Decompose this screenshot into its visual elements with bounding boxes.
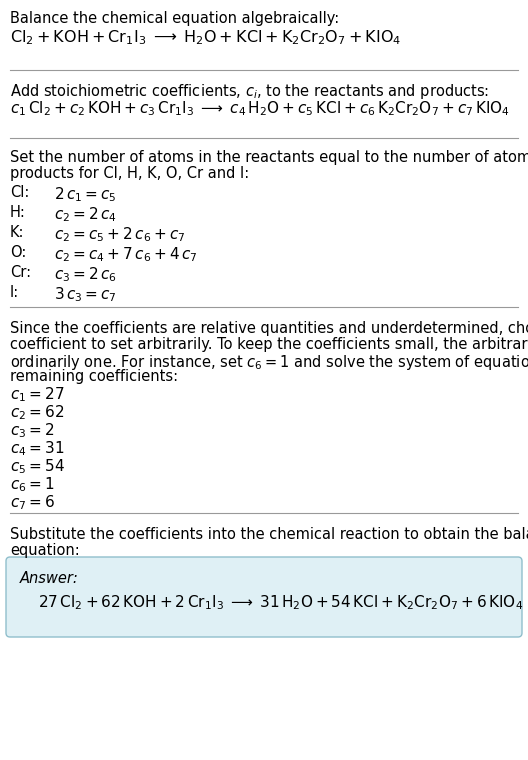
Text: $c_2 = c_5 + 2\,c_6 + c_7$: $c_2 = c_5 + 2\,c_6 + c_7$: [54, 225, 185, 244]
Text: O:: O:: [10, 245, 26, 260]
Text: $c_2 = c_4 + 7\,c_6 + 4\,c_7$: $c_2 = c_4 + 7\,c_6 + 4\,c_7$: [54, 245, 197, 264]
Text: Cl:: Cl:: [10, 185, 30, 200]
Text: $3\,c_3 = c_7$: $3\,c_3 = c_7$: [54, 285, 117, 304]
Text: $c_2 = 62$: $c_2 = 62$: [10, 403, 64, 422]
Text: Answer:: Answer:: [20, 571, 79, 586]
Text: $c_6 = 1$: $c_6 = 1$: [10, 475, 54, 494]
Text: $c_4 = 31$: $c_4 = 31$: [10, 439, 64, 458]
Text: coefficient to set arbitrarily. To keep the coefficients small, the arbitrary va: coefficient to set arbitrarily. To keep …: [10, 337, 528, 352]
Text: $\mathrm{Cl_2 + KOH + Cr_1I_3 \;\longrightarrow\; H_2O + KCl + K_2Cr_2O_7 + KIO_: $\mathrm{Cl_2 + KOH + Cr_1I_3 \;\longrig…: [10, 28, 401, 46]
Text: $c_2 = 2\,c_4$: $c_2 = 2\,c_4$: [54, 205, 117, 223]
FancyBboxPatch shape: [6, 557, 522, 637]
Text: $c_5 = 54$: $c_5 = 54$: [10, 457, 65, 476]
Text: Set the number of atoms in the reactants equal to the number of atoms in the: Set the number of atoms in the reactants…: [10, 150, 528, 165]
Text: products for Cl, H, K, O, Cr and I:: products for Cl, H, K, O, Cr and I:: [10, 166, 249, 181]
Text: H:: H:: [10, 205, 26, 220]
Text: $c_1 = 27$: $c_1 = 27$: [10, 385, 64, 404]
Text: equation:: equation:: [10, 543, 80, 558]
Text: $c_1\,\mathrm{Cl_2} + c_2\,\mathrm{KOH} + c_3\,\mathrm{Cr_1I_3} \;\longrightarro: $c_1\,\mathrm{Cl_2} + c_2\,\mathrm{KOH} …: [10, 99, 510, 118]
Text: Substitute the coefficients into the chemical reaction to obtain the balanced: Substitute the coefficients into the che…: [10, 527, 528, 542]
Text: $27\,\mathrm{Cl_2} + 62\,\mathrm{KOH} + 2\,\mathrm{Cr_1I_3} \;\longrightarrow\; : $27\,\mathrm{Cl_2} + 62\,\mathrm{KOH} + …: [38, 593, 523, 612]
Text: K:: K:: [10, 225, 24, 240]
Text: I:: I:: [10, 285, 19, 300]
Text: Since the coefficients are relative quantities and underdetermined, choose a: Since the coefficients are relative quan…: [10, 321, 528, 336]
Text: ordinarily one. For instance, set $c_6 = 1$ and solve the system of equations fo: ordinarily one. For instance, set $c_6 =…: [10, 353, 528, 372]
Text: $c_3 = 2$: $c_3 = 2$: [10, 421, 54, 440]
Text: Balance the chemical equation algebraically:: Balance the chemical equation algebraica…: [10, 11, 340, 26]
Text: Cr:: Cr:: [10, 265, 31, 280]
Text: $c_3 = 2\,c_6$: $c_3 = 2\,c_6$: [54, 265, 117, 283]
Text: Add stoichiometric coefficients, $c_i$, to the reactants and products:: Add stoichiometric coefficients, $c_i$, …: [10, 82, 489, 101]
Text: $2\,c_1 = c_5$: $2\,c_1 = c_5$: [54, 185, 117, 204]
Text: $c_7 = 6$: $c_7 = 6$: [10, 493, 55, 511]
Text: remaining coefficients:: remaining coefficients:: [10, 369, 178, 384]
